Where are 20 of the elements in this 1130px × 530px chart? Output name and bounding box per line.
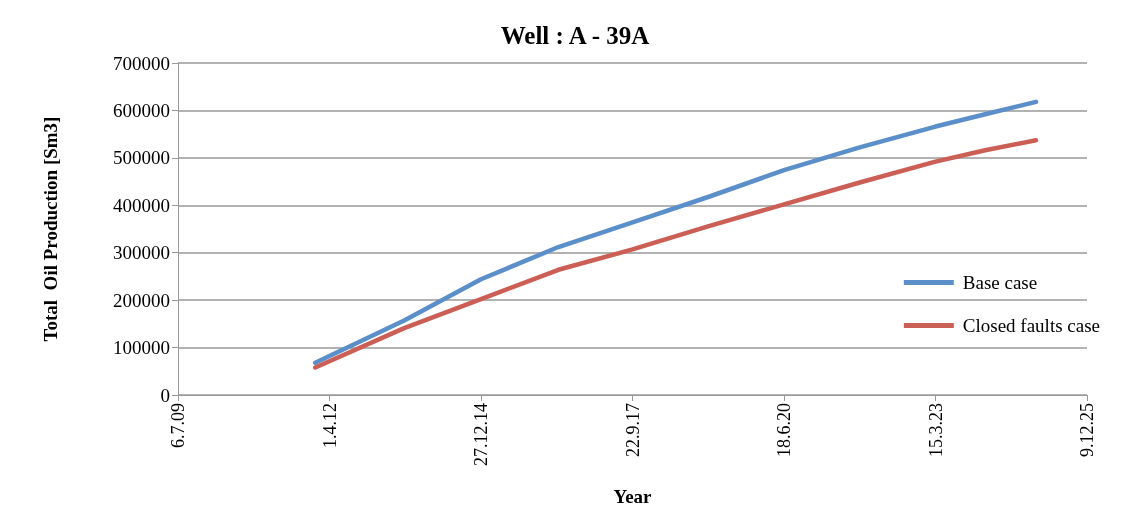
x-tick-label: 27.12.14 <box>471 403 491 466</box>
x-tick-label: 1.4.12 <box>319 403 340 448</box>
y-axis-title: Total Oil Production [Sm3] <box>40 116 61 342</box>
y-tick-label: 200000 <box>113 289 170 311</box>
y-tick-label: 400000 <box>113 194 170 216</box>
y-tick-label: 500000 <box>113 147 170 169</box>
y-tick-label: 0 <box>160 384 170 406</box>
x-axis-title: Year <box>613 486 653 507</box>
y-tick-label: 700000 <box>113 52 170 74</box>
y-tick-label: 100000 <box>113 337 170 359</box>
y-tick-label: 600000 <box>113 99 170 121</box>
x-tick-label: 9.12.25 <box>1077 403 1097 457</box>
x-tick-label: 22.9.17 <box>622 403 643 457</box>
x-tick-label: 15.3.23 <box>925 403 946 457</box>
x-tick-label: 6.7.09 <box>168 403 188 448</box>
legend-label: Closed faults case <box>962 315 1100 336</box>
legend-label: Base case <box>962 272 1038 293</box>
x-tick-label: 18.6.20 <box>774 403 794 457</box>
chart-title: Well : A - 39A <box>500 22 650 49</box>
y-tick-label: 300000 <box>113 242 170 264</box>
